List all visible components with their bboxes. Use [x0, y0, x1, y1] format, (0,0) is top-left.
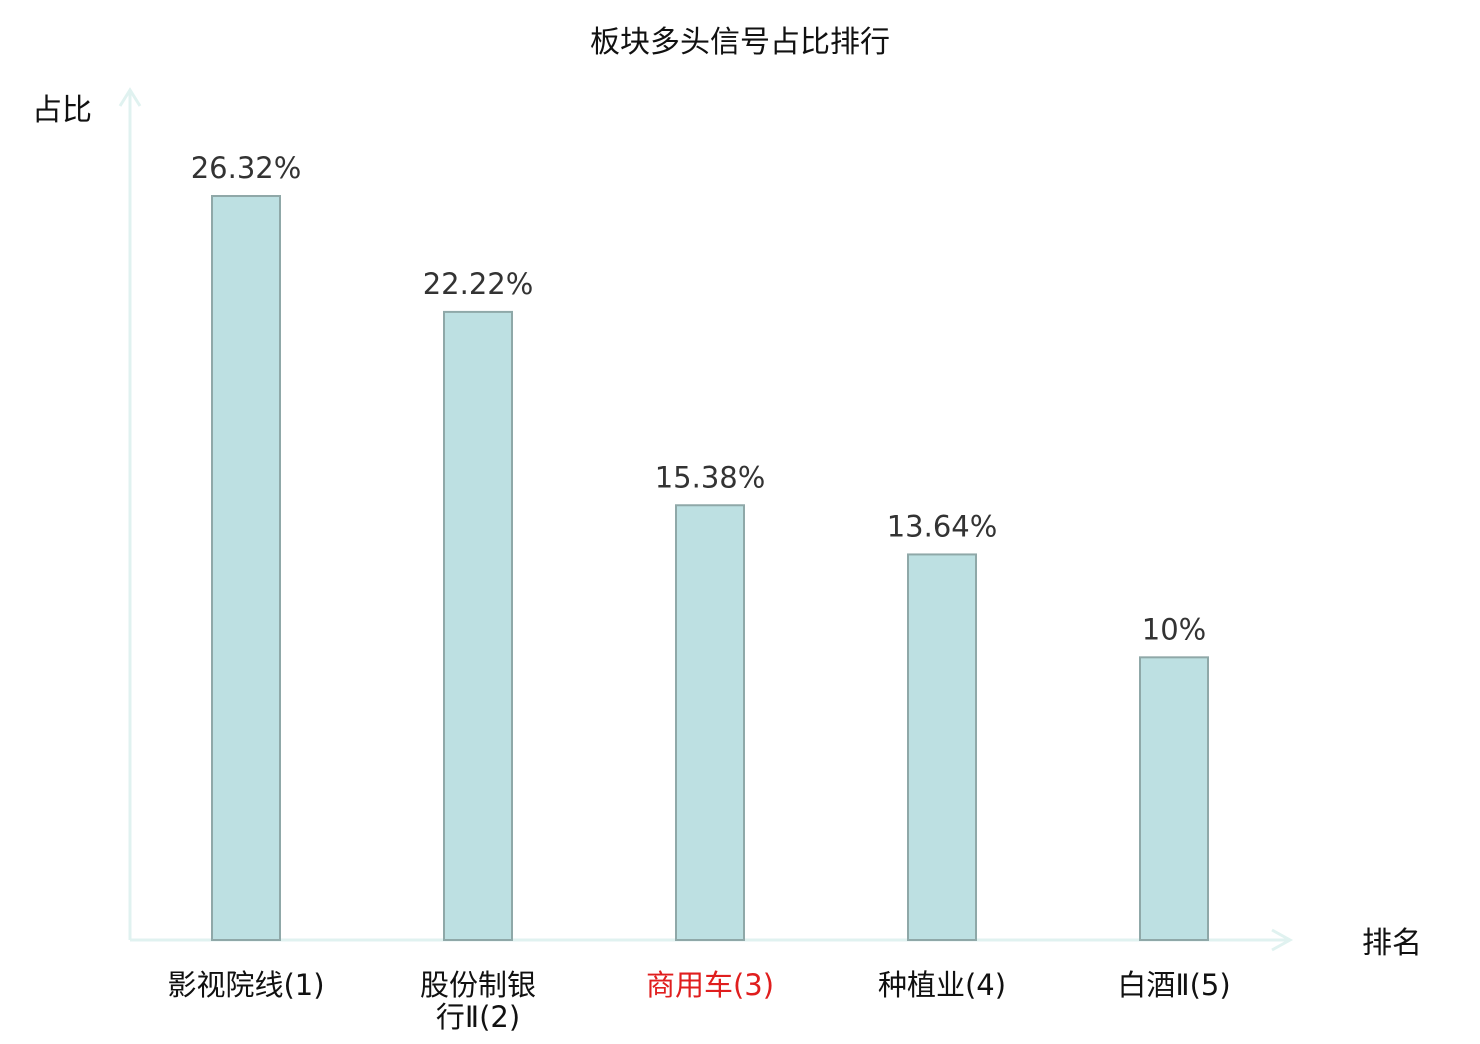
category-label-2: 股份制银行Ⅱ(2) [420, 968, 536, 1034]
category-label-line1: 股份制银 [420, 968, 536, 1002]
category-label-rank: (4) [965, 968, 1006, 1002]
chart-title: 板块多头信号占比排行 [590, 25, 890, 60]
y-axis-label: 占比 [32, 93, 92, 128]
category-label-rank: (3) [733, 968, 774, 1002]
category-label-name: 种植业 [878, 968, 965, 1002]
bar-2 [443, 310, 513, 941]
bar-4 [907, 553, 977, 941]
value-label-4: 13.64% [887, 509, 998, 543]
value-labels-group: 26.32% 22.22% 15.38% 13.64% 10% [191, 151, 1207, 646]
category-label-rank: (5) [1190, 968, 1231, 1002]
category-label-name: 商用车 [646, 968, 733, 1002]
category-label-rank: (1) [283, 968, 324, 1002]
value-label-3: 15.38% [655, 460, 766, 494]
category-label-3: 商用车(3) [646, 968, 774, 1002]
bar-5 [1139, 656, 1209, 942]
bars-group [211, 195, 1209, 942]
x-axis-label: 排名 [1362, 926, 1422, 961]
value-label-5: 10% [1142, 612, 1206, 646]
x-axis-arrow [1271, 928, 1294, 952]
bar-1 [211, 195, 281, 941]
bar-3 [675, 504, 745, 941]
y-axis-arrow [118, 87, 142, 107]
category-label-1: 影视院线(1) [167, 968, 324, 1002]
category-label-name: 白酒Ⅱ [1117, 968, 1189, 1002]
category-label-4: 种植业(4) [878, 968, 1006, 1002]
value-label-2: 22.22% [423, 267, 534, 301]
category-label-line2: 行Ⅱ(2) [436, 1000, 520, 1034]
category-labels-group: 影视院线(1) 股份制银行Ⅱ(2) 商用车(3) 种植业(4) 白酒Ⅱ(5) [167, 968, 1230, 1034]
category-label-5: 白酒Ⅱ(5) [1117, 968, 1230, 1002]
value-label-1: 26.32% [191, 151, 302, 185]
category-label-name: 影视院线 [167, 968, 283, 1002]
